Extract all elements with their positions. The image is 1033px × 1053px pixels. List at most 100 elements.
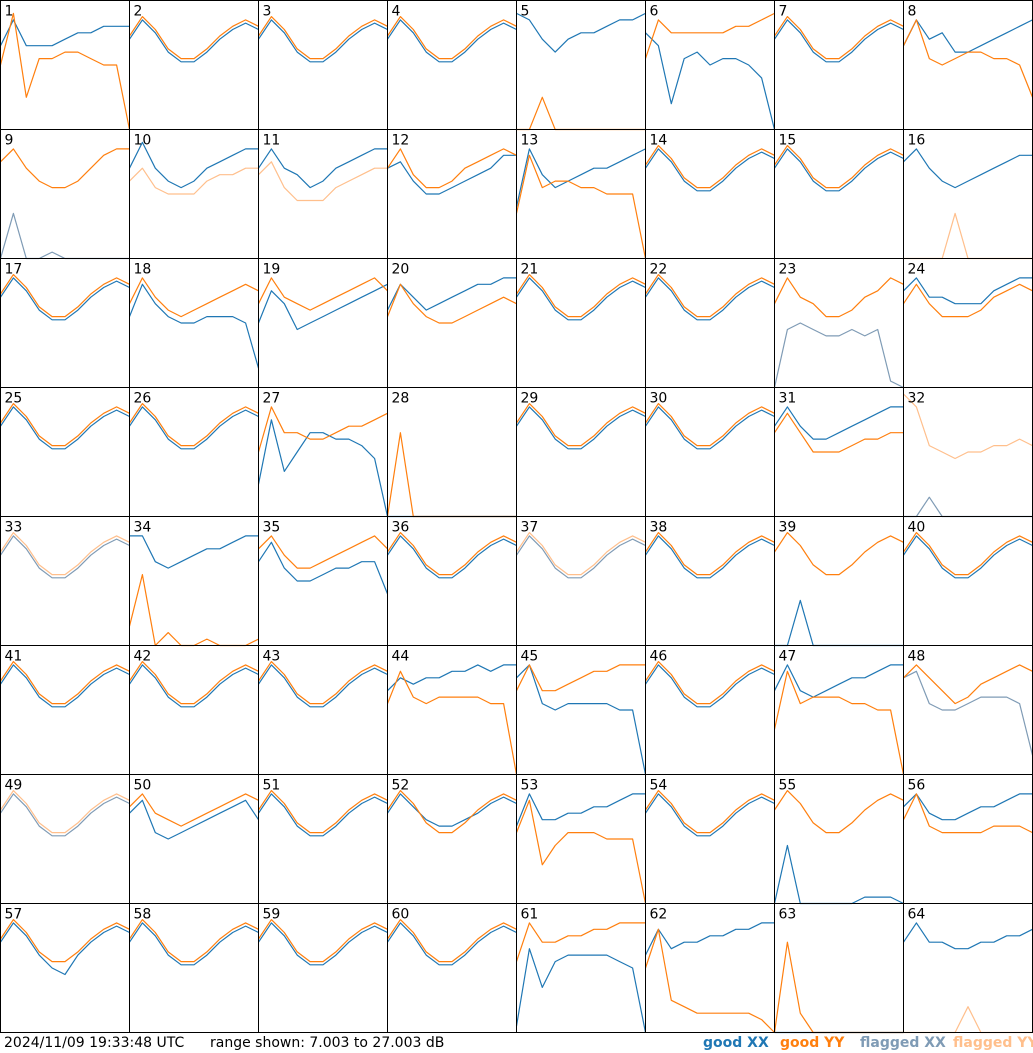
trace xyxy=(129,660,259,705)
panel-title: 38 xyxy=(650,520,668,536)
trace xyxy=(903,793,1033,821)
trace xyxy=(258,660,388,705)
panel-frame xyxy=(774,774,904,904)
panel-title: 30 xyxy=(650,391,668,407)
panel-frame xyxy=(903,0,1033,130)
trace xyxy=(258,535,388,569)
panel-title: 63 xyxy=(779,907,797,923)
panel-frame xyxy=(645,129,775,259)
trace xyxy=(774,789,904,834)
panel-title: 44 xyxy=(392,649,410,665)
legend-entry: good YY xyxy=(780,1035,845,1051)
panel-frame xyxy=(903,774,1033,904)
panel-title: 64 xyxy=(908,907,926,923)
panel-title: 58 xyxy=(134,907,152,923)
panel-title: 36 xyxy=(392,520,410,536)
legend-entry: flagged XX xyxy=(860,1035,946,1051)
panel-title: 23 xyxy=(779,262,797,278)
trace xyxy=(386,283,517,324)
panel-title: 37 xyxy=(521,520,539,536)
panel-title: 45 xyxy=(521,649,539,665)
trace xyxy=(0,535,130,579)
trace xyxy=(774,599,904,647)
panel-title: 27 xyxy=(263,391,281,407)
trace xyxy=(258,161,388,202)
trace xyxy=(0,277,130,321)
panel-frame xyxy=(645,516,775,646)
trace xyxy=(645,274,775,318)
trace xyxy=(516,12,646,53)
panel-frame xyxy=(903,516,1033,646)
trace xyxy=(129,664,259,708)
panel-title: 16 xyxy=(908,133,926,149)
trace xyxy=(774,406,904,440)
trace xyxy=(644,928,775,1033)
panel-title: 29 xyxy=(521,391,539,407)
panel-title: 41 xyxy=(5,649,23,665)
panel-frame xyxy=(903,645,1033,775)
panel-title: 61 xyxy=(521,907,539,923)
trace xyxy=(0,660,130,705)
panel-title: 53 xyxy=(521,778,539,794)
trace xyxy=(258,789,388,834)
panel-title: 51 xyxy=(263,778,281,794)
trace xyxy=(129,167,259,195)
trace xyxy=(0,148,130,189)
panel-frame xyxy=(903,258,1033,388)
trace xyxy=(903,664,1033,705)
trace xyxy=(129,19,259,63)
trace xyxy=(903,283,1033,318)
trace xyxy=(387,531,517,576)
trace xyxy=(258,541,389,595)
trace xyxy=(773,844,904,905)
panel-title: 5 xyxy=(521,4,530,20)
trace xyxy=(516,403,646,447)
panel-title: 47 xyxy=(779,649,797,665)
panel-frame xyxy=(0,645,130,775)
trace xyxy=(0,922,130,976)
panel-title: 3 xyxy=(263,4,272,20)
panel-title: 34 xyxy=(134,520,152,536)
trace xyxy=(645,789,775,834)
trace xyxy=(386,277,517,311)
trace xyxy=(257,277,388,311)
panel-frame xyxy=(645,645,775,775)
trace xyxy=(0,664,130,708)
panel-title: 49 xyxy=(5,778,23,794)
panel-title: 54 xyxy=(650,778,668,794)
panel-title: 21 xyxy=(521,262,539,278)
panel-title: 62 xyxy=(650,907,668,923)
trace xyxy=(645,535,775,579)
trace xyxy=(387,793,517,827)
panel-title: 33 xyxy=(5,520,23,536)
panel-frame xyxy=(387,774,517,904)
trace xyxy=(0,789,130,834)
trace xyxy=(903,531,1033,576)
trace xyxy=(515,793,646,827)
trace xyxy=(774,148,904,192)
panel-title: 11 xyxy=(263,133,281,149)
trace xyxy=(129,799,259,840)
trace xyxy=(903,1006,1033,1034)
panel-frame xyxy=(387,387,517,517)
trace xyxy=(129,406,259,450)
panel-frame xyxy=(903,903,1033,1033)
panel-title: 52 xyxy=(392,778,410,794)
trace xyxy=(903,535,1033,579)
trace xyxy=(773,664,904,698)
panel-title: 39 xyxy=(779,520,797,536)
panel-frame xyxy=(387,129,517,259)
panel-title: 10 xyxy=(134,133,152,149)
panel-title: 35 xyxy=(263,520,281,536)
panel-frame xyxy=(0,774,130,904)
trace xyxy=(128,141,259,189)
trace xyxy=(386,432,517,518)
legend-entry: flagged YY xyxy=(953,1035,1033,1051)
trace xyxy=(257,419,389,517)
trace xyxy=(0,793,130,837)
trace xyxy=(0,274,130,318)
panel-title: 25 xyxy=(5,391,23,407)
panel-title: 2 xyxy=(134,4,143,20)
trace xyxy=(903,277,1033,305)
trace xyxy=(387,535,517,579)
